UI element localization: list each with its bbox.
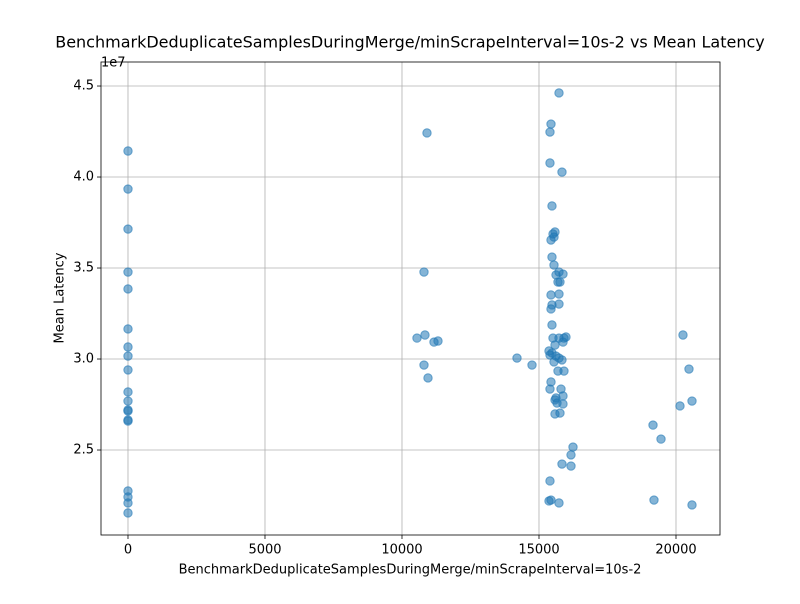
- point: [555, 408, 565, 418]
- point: [123, 406, 133, 416]
- point: [554, 299, 564, 309]
- point: [687, 500, 697, 510]
- point: [554, 88, 564, 98]
- point: [656, 434, 666, 444]
- point: [566, 450, 576, 460]
- chart-title: BenchmarkDeduplicateSamplesDuringMerge/m…: [55, 33, 765, 52]
- point: [123, 416, 133, 426]
- point: [123, 498, 133, 508]
- point: [545, 384, 555, 394]
- point: [554, 289, 564, 299]
- point: [553, 277, 563, 287]
- point: [412, 333, 422, 343]
- y-offset-label: 1e7: [101, 56, 126, 71]
- point: [549, 260, 559, 270]
- x-tick-label: 0: [124, 543, 132, 558]
- y-tick-label: 4.0: [73, 170, 94, 185]
- point: [123, 224, 133, 234]
- point: [545, 158, 555, 168]
- point: [422, 128, 432, 138]
- point: [527, 360, 537, 370]
- point: [675, 401, 685, 411]
- point: [558, 269, 568, 279]
- point: [678, 330, 688, 340]
- point: [558, 391, 568, 401]
- point: [684, 364, 694, 374]
- point: [546, 290, 556, 300]
- point: [546, 119, 556, 129]
- point: [547, 201, 557, 211]
- point: [546, 495, 556, 505]
- point: [123, 324, 133, 334]
- point: [554, 498, 564, 508]
- point: [558, 337, 568, 347]
- point: [123, 396, 133, 406]
- point: [419, 267, 429, 277]
- point: [123, 365, 133, 375]
- point: [123, 184, 133, 194]
- point: [123, 284, 133, 294]
- point: [123, 342, 133, 352]
- y-tick-label: 3.5: [73, 261, 94, 276]
- y-axis-label: Mean Latency: [53, 252, 68, 343]
- x-axis-label: BenchmarkDeduplicateSamplesDuringMerge/m…: [179, 563, 642, 578]
- x-tick-label: 15000: [518, 543, 559, 558]
- point: [420, 330, 430, 340]
- y-tick-label: 4.5: [73, 79, 94, 94]
- point: [123, 351, 133, 361]
- plot-frame: [100, 61, 721, 536]
- x-tick-label: 5000: [248, 543, 281, 558]
- point: [557, 167, 567, 177]
- point: [423, 373, 433, 383]
- point: [649, 495, 659, 505]
- point: [550, 227, 560, 237]
- point: [549, 357, 559, 367]
- point: [419, 360, 429, 370]
- point: [648, 420, 658, 430]
- point: [566, 461, 576, 471]
- y-tick-label: 2.5: [73, 443, 94, 458]
- point: [545, 476, 555, 486]
- point: [433, 336, 443, 346]
- point: [512, 353, 522, 363]
- point: [557, 355, 567, 365]
- point: [546, 304, 556, 314]
- point: [568, 442, 578, 452]
- point: [559, 366, 569, 376]
- x-tick-label: 20000: [655, 543, 696, 558]
- x-tick-label: 10000: [381, 543, 422, 558]
- point: [123, 508, 133, 518]
- point: [123, 267, 133, 277]
- point: [545, 127, 555, 137]
- point: [546, 235, 556, 245]
- point: [547, 252, 557, 262]
- point: [123, 387, 133, 397]
- point: [547, 320, 557, 330]
- point: [123, 146, 133, 156]
- point: [557, 459, 567, 469]
- y-tick-label: 3.0: [73, 352, 94, 367]
- point: [558, 399, 568, 409]
- point: [687, 396, 697, 406]
- point: [550, 340, 560, 350]
